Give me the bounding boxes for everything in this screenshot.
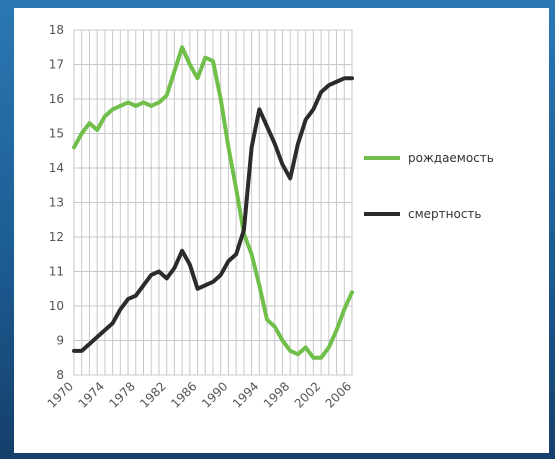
y-tick-label: 16 [49, 92, 64, 106]
x-tick-label: 2002 [292, 379, 323, 410]
line-chart: 8 9 10 11 12 13 14 15 16 17 18 1970 1974 1978 1982 1986… [45, 23, 494, 411]
y-tick-label: 9 [56, 334, 64, 348]
y-tick-label: 17 [49, 58, 64, 72]
series-line-2 [72, 76, 354, 353]
chart-panel: 8 9 10 11 12 13 14 15 16 17 18 1970 1974 1978 1982 1986… [14, 8, 549, 453]
x-tick-label: 1998 [261, 379, 292, 410]
x-tick-label: 1970 [45, 379, 76, 410]
legend-label-2: смертность [408, 207, 482, 221]
y-tick-label: 12 [49, 230, 64, 244]
series-line-1 [72, 45, 354, 360]
x-tick-label: 1974 [76, 379, 107, 410]
y-tick-label: 18 [49, 23, 64, 37]
x-tick-label: 1978 [106, 379, 137, 410]
y-tick-label: 13 [49, 196, 64, 210]
y-tick-label: 14 [49, 161, 64, 175]
x-tick-label: 1982 [137, 379, 168, 410]
y-tick-label: 15 [49, 127, 64, 141]
x-tick-label: 1994 [230, 379, 261, 410]
y-tick-label: 11 [49, 265, 64, 279]
x-tick-label: 2006 [323, 379, 354, 410]
legend-label-1: рождаемость [408, 151, 494, 165]
y-tick-label: 10 [49, 299, 64, 313]
x-tick-label: 1986 [168, 379, 199, 410]
x-tick-label: 1990 [199, 379, 230, 410]
y-tick-label: 8 [56, 368, 64, 382]
